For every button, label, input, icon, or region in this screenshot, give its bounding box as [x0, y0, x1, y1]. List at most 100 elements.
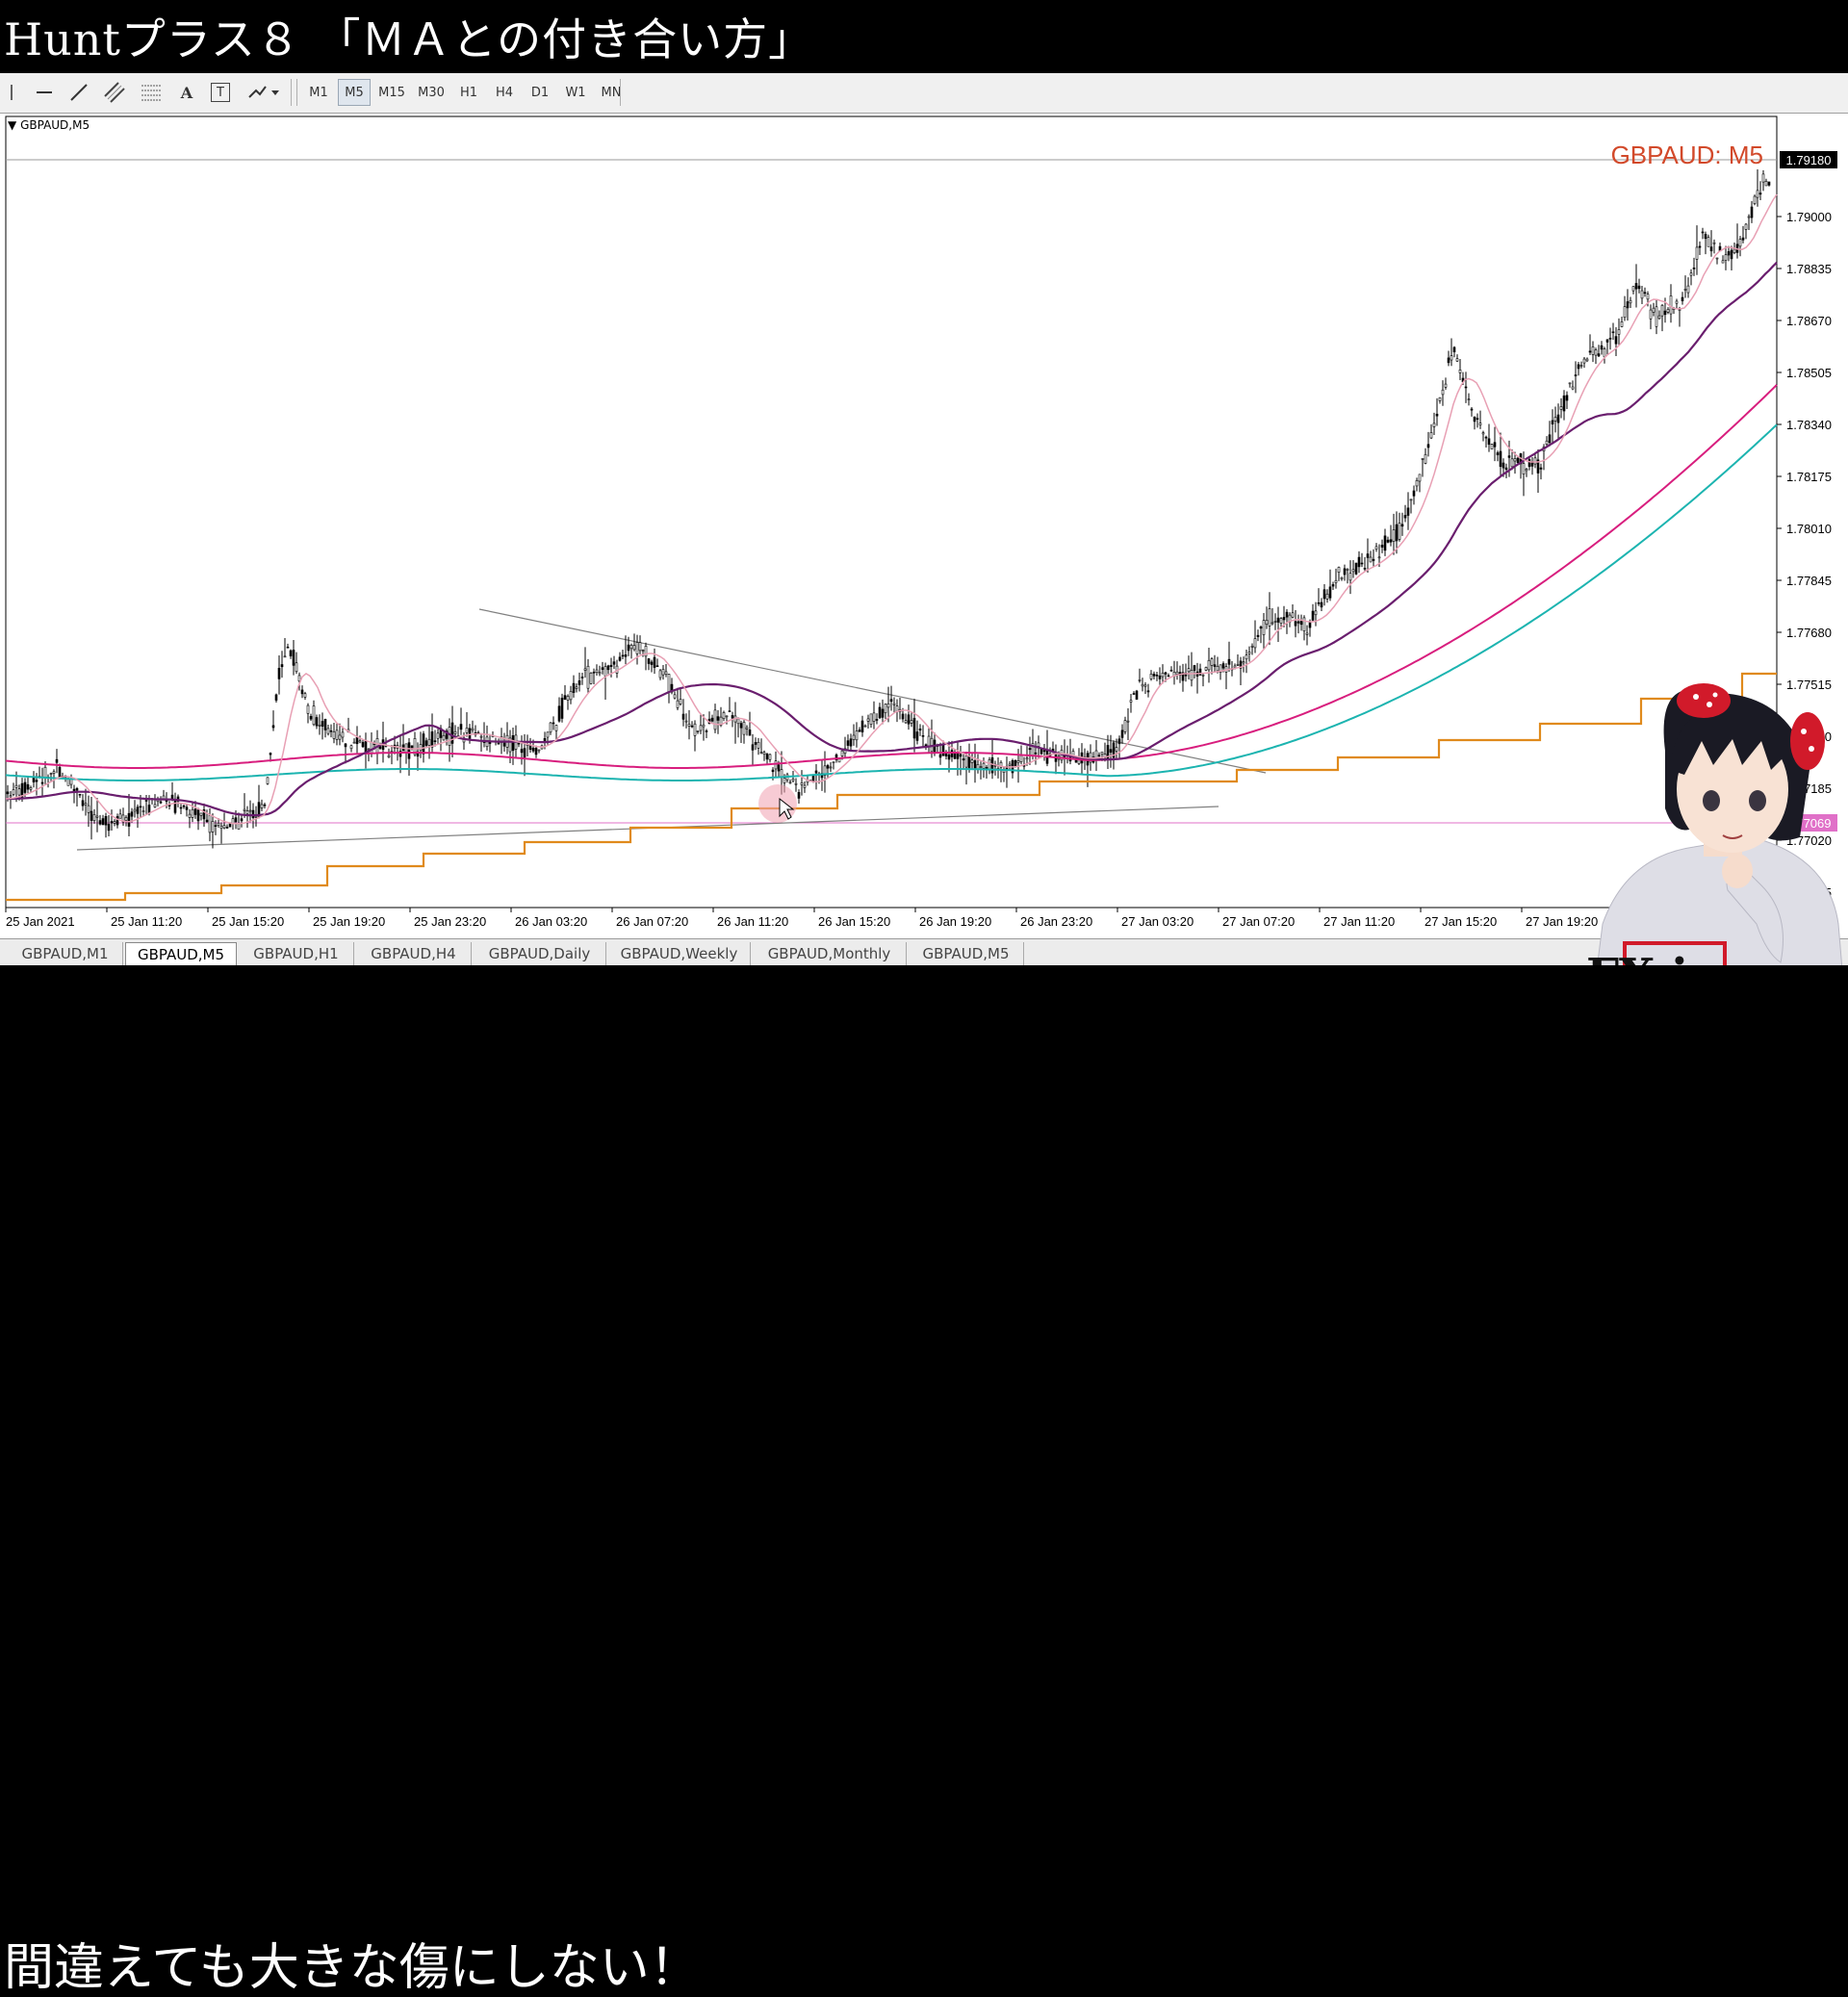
chart-tab[interactable]: GBPAUD,Weekly	[608, 942, 751, 965]
candle-body	[1193, 665, 1196, 671]
candle-body	[1750, 206, 1754, 218]
collapse-triangle-icon[interactable]: ▼	[8, 118, 17, 132]
candle-body	[1141, 683, 1144, 687]
candle-body	[422, 733, 425, 755]
candle-body	[1025, 757, 1029, 760]
cursor-icon[interactable]	[4, 79, 19, 106]
candle-body	[185, 806, 189, 810]
candle-body	[549, 722, 552, 733]
timeframe-button-m30[interactable]: M30	[418, 85, 445, 100]
candle-body	[295, 662, 298, 673]
time-tick-label: 25 Jan 19:20	[313, 914, 385, 929]
horizontal-line-icon[interactable]	[31, 79, 58, 106]
candle-body	[300, 689, 304, 695]
candle-body	[1490, 444, 1494, 449]
price-chart[interactable]: 1.79000 1.78835 1.78670 1.78505 1.78340 1.781…	[0, 0, 1848, 1039]
candle-body	[618, 656, 622, 661]
candle-body	[312, 705, 316, 726]
candle-body	[1094, 750, 1098, 759]
candle-body	[1002, 770, 1006, 773]
candle-body	[1681, 296, 1684, 301]
price-tick-label: 1.77350	[1786, 730, 1832, 744]
arrows-icon[interactable]	[244, 79, 283, 106]
candle-body	[1169, 669, 1173, 672]
candle-body	[1109, 749, 1113, 753]
candle-body	[1216, 665, 1219, 672]
candle-body	[1152, 674, 1156, 677]
chart-tab[interactable]: GBPAUD,M5	[909, 942, 1024, 965]
time-tick-label: 27 Jan 15:20	[1424, 914, 1497, 929]
candle-body	[1660, 304, 1664, 317]
candle-body	[410, 745, 414, 749]
timeframe-button-d1[interactable]: D1	[530, 85, 550, 100]
timeframe-button-m5[interactable]: M5	[338, 79, 371, 106]
candle-body	[1605, 339, 1609, 343]
equidistant-channel-icon[interactable]	[100, 79, 129, 106]
trend-line-icon[interactable]	[65, 79, 92, 106]
candle-body	[306, 704, 310, 714]
candle-body	[684, 720, 688, 723]
timeframe-button-m15[interactable]: M15	[378, 85, 405, 100]
candle-body	[40, 781, 44, 784]
chart-tab[interactable]: GBPAUD,H1	[239, 942, 354, 965]
chart-tab[interactable]: GBPAUD,M5	[125, 942, 237, 965]
chart-tab[interactable]: GBPAUD,H4	[356, 942, 472, 965]
candle-body	[511, 734, 515, 752]
candle-body	[1164, 672, 1168, 675]
candle-body	[1701, 231, 1705, 234]
candle-body	[1455, 358, 1459, 362]
chart-tab[interactable]: GBPAUD,Monthly	[753, 942, 907, 965]
candle-body	[722, 712, 726, 719]
timeframe-button-w1[interactable]: W1	[565, 85, 586, 100]
price-tick-label: 1.78175	[1786, 470, 1832, 484]
fibonacci-icon[interactable]	[137, 79, 166, 106]
text-label-icon[interactable]: T	[208, 79, 233, 106]
candle-body	[1146, 690, 1150, 693]
descending-trendline[interactable]	[478, 608, 1267, 774]
candle-body	[1435, 413, 1439, 417]
chart-tab[interactable]: GBPAUD,M1	[8, 942, 123, 965]
candle-body	[731, 714, 734, 719]
candle-body	[520, 749, 524, 754]
candle-body	[1219, 664, 1222, 673]
timeframe-button-h1[interactable]: H1	[459, 85, 478, 100]
timeframe-button-mn[interactable]: MN	[601, 85, 622, 100]
candle-body	[266, 777, 270, 784]
candle-body	[1129, 700, 1133, 703]
candle-body	[537, 749, 541, 752]
candle-body	[193, 808, 197, 815]
timeframe-button-h4[interactable]: H4	[495, 85, 514, 100]
candle-body	[1334, 579, 1338, 583]
candle-body	[162, 795, 166, 800]
candle-body	[1360, 562, 1364, 565]
candle-body	[1545, 440, 1549, 445]
candle-body	[1138, 679, 1142, 681]
candle-body	[116, 816, 119, 826]
candle-body	[774, 760, 778, 770]
candle-body	[1421, 458, 1424, 460]
candle-body	[1533, 457, 1537, 465]
candle-body	[341, 731, 345, 738]
candle-body	[1689, 272, 1693, 276]
candle-body	[14, 784, 18, 788]
candle-body	[488, 741, 492, 744]
candle-body	[1470, 408, 1474, 411]
candle-body	[445, 730, 449, 739]
text-icon[interactable]: A	[180, 83, 193, 102]
candle-body	[803, 784, 807, 788]
candle-body	[852, 734, 856, 740]
time-axis: 25 Jan 2021 25 Jan 11:20 25 Jan 15:20 25 Ja…	[5, 908, 1598, 929]
candle-body	[1559, 406, 1563, 410]
current-price-value: 1.79180	[1786, 153, 1832, 167]
candle-body	[1386, 539, 1390, 543]
candle-body	[1513, 458, 1517, 462]
timeframe-button-m1[interactable]: M1	[309, 85, 328, 100]
candle-body	[424, 740, 428, 746]
candle-body	[12, 789, 15, 795]
candle-body	[1603, 348, 1606, 358]
price-chart-area[interactable]	[0, 114, 1848, 938]
chart-tab[interactable]: GBPAUD,Daily	[474, 942, 606, 965]
candle-body	[1270, 622, 1274, 625]
candle-body	[713, 709, 717, 730]
candle-body	[191, 808, 194, 818]
